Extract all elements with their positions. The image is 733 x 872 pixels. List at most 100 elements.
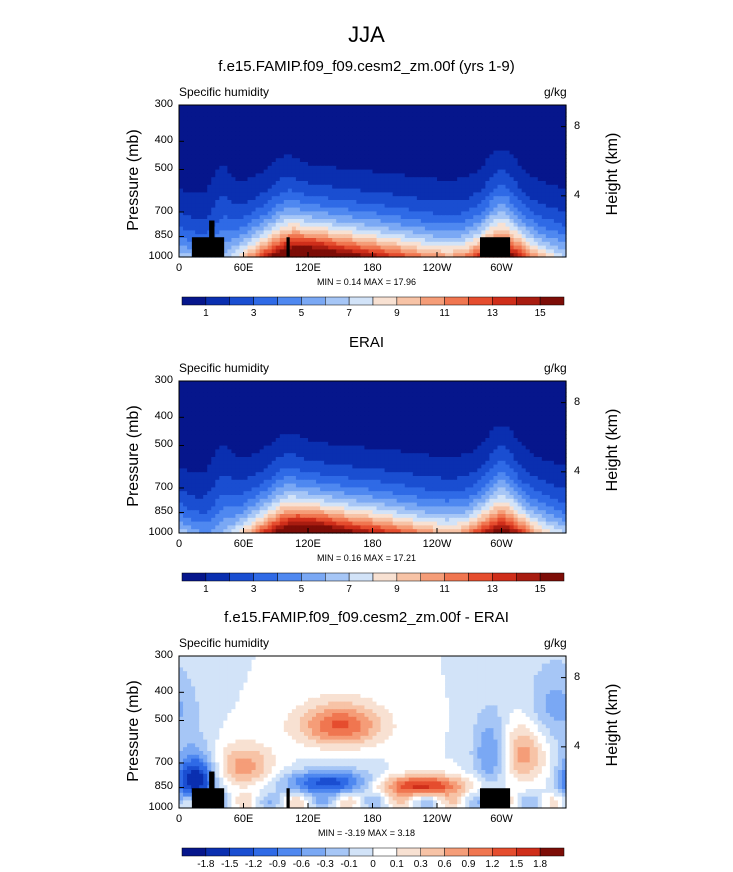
heatmap-cell bbox=[360, 135, 366, 140]
heatmap-cell bbox=[437, 135, 442, 140]
heatmap-cell bbox=[489, 384, 495, 390]
heatmap-cell bbox=[275, 200, 281, 205]
heatmap-cell bbox=[287, 181, 293, 186]
heatmap-cell bbox=[251, 230, 257, 235]
heatmap-cell bbox=[352, 249, 357, 254]
heatmap-cell bbox=[521, 215, 527, 220]
heatmap-cell bbox=[364, 173, 370, 178]
heatmap-cell bbox=[481, 124, 486, 129]
heatmap-cell bbox=[239, 203, 245, 209]
heatmap-cell bbox=[493, 105, 499, 110]
heatmap-cell bbox=[428, 234, 434, 239]
heatmap-cell bbox=[533, 415, 539, 420]
colorbar-label: 3 bbox=[250, 308, 257, 319]
heatmap-cell bbox=[505, 124, 511, 129]
heatmap-cell bbox=[396, 184, 402, 190]
heatmap-cell bbox=[380, 226, 386, 231]
heatmap-cell bbox=[461, 419, 466, 424]
heatmap-cell bbox=[179, 181, 184, 186]
heatmap-cell bbox=[356, 419, 362, 424]
heatmap-cell bbox=[525, 400, 531, 405]
colorbar-label: 5 bbox=[298, 308, 305, 319]
heatmap-cell bbox=[521, 150, 527, 155]
heatmap-cell bbox=[235, 200, 241, 205]
heatmap-cell bbox=[283, 245, 289, 250]
heatmap-cell bbox=[219, 146, 224, 152]
heatmap-cell bbox=[179, 146, 184, 152]
colorbar-swatch bbox=[468, 296, 493, 306]
heatmap-cell bbox=[400, 131, 406, 136]
heatmap-cell bbox=[195, 407, 200, 412]
heatmap-cell bbox=[320, 158, 325, 163]
heatmap-cell bbox=[348, 135, 353, 140]
heatmap-cell bbox=[191, 184, 196, 190]
heatmap-cell bbox=[557, 222, 563, 228]
heatmap-cell bbox=[324, 200, 329, 205]
heatmap-cell bbox=[404, 105, 410, 110]
heatmap-cell bbox=[328, 143, 333, 148]
heatmap-cell bbox=[352, 112, 357, 117]
heatmap-cell bbox=[509, 131, 515, 136]
heatmap-cell bbox=[199, 143, 204, 148]
heatmap-cell bbox=[360, 381, 366, 386]
heatmap-cell bbox=[187, 146, 192, 152]
heatmap-cell bbox=[308, 112, 313, 117]
heatmap-cell bbox=[303, 207, 309, 212]
heatmap-cell bbox=[336, 219, 341, 224]
heatmap-cell bbox=[183, 173, 188, 178]
heatmap-cell bbox=[469, 415, 474, 420]
heatmap-cell bbox=[428, 400, 434, 405]
heatmap-cell bbox=[275, 181, 281, 186]
heatmap-cell bbox=[255, 396, 261, 401]
heatmap-cell bbox=[533, 181, 539, 186]
heatmap-cell bbox=[312, 403, 317, 409]
heatmap-cell bbox=[457, 203, 462, 209]
heatmap-cell bbox=[412, 169, 418, 174]
heatmap-cell bbox=[424, 158, 430, 163]
heatmap-cell bbox=[303, 407, 309, 412]
heatmap-cell bbox=[400, 249, 406, 254]
heatmap-cell bbox=[501, 381, 507, 386]
heatmap-cell bbox=[275, 215, 281, 220]
heatmap-cell bbox=[267, 407, 273, 412]
heatmap-cell bbox=[320, 419, 325, 424]
heatmap-cell bbox=[545, 150, 551, 155]
heatmap-cell bbox=[380, 253, 386, 258]
heatmap-cell bbox=[525, 169, 531, 174]
heatmap-cell bbox=[469, 188, 474, 193]
heatmap-cell bbox=[283, 139, 289, 144]
heatmap-cell bbox=[283, 177, 289, 182]
heatmap-cell bbox=[344, 105, 349, 110]
heatmap-cell bbox=[299, 162, 305, 167]
heatmap-cell bbox=[360, 203, 366, 209]
heatmap-cell bbox=[469, 215, 474, 220]
heatmap-cell bbox=[251, 241, 257, 247]
heatmap-cell bbox=[247, 234, 253, 239]
heatmap-cell bbox=[408, 192, 414, 197]
heatmap-cell bbox=[521, 158, 527, 163]
heatmap-cell bbox=[453, 173, 458, 178]
heatmap-cell bbox=[223, 407, 228, 412]
heatmap-cell bbox=[348, 222, 353, 228]
heatmap-cell bbox=[477, 108, 482, 114]
heatmap-cell bbox=[529, 226, 535, 231]
heatmap-cell bbox=[251, 245, 257, 250]
heatmap-cell bbox=[263, 419, 269, 424]
heatmap-cell bbox=[541, 143, 547, 148]
heatmap-cell bbox=[259, 139, 265, 144]
heatmap-cell bbox=[291, 207, 297, 212]
heatmap-cell bbox=[360, 392, 366, 397]
heatmap-cell bbox=[481, 181, 486, 186]
heatmap-cell bbox=[219, 127, 224, 133]
heatmap-cell bbox=[416, 215, 422, 220]
heatmap-cell bbox=[408, 230, 414, 235]
heatmap-cell bbox=[400, 184, 406, 190]
heatmap-cell bbox=[251, 108, 257, 114]
heatmap-cell bbox=[384, 400, 390, 405]
heatmap-cell bbox=[215, 234, 220, 239]
heatmap-cell bbox=[412, 245, 418, 250]
heatmap-cell bbox=[485, 400, 491, 405]
pressure-tick-label: 500 bbox=[154, 438, 173, 451]
heatmap-cell bbox=[513, 222, 519, 228]
heatmap-cell bbox=[376, 192, 382, 197]
